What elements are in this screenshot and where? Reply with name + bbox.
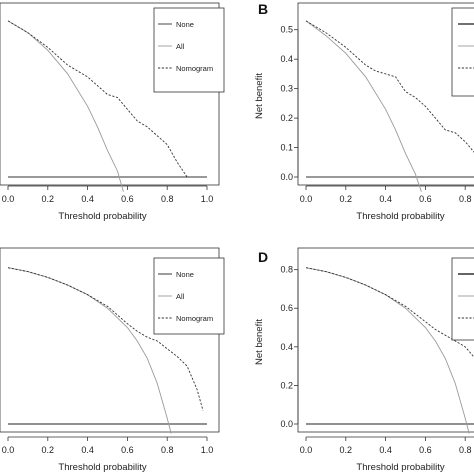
x-tick-label: 0.4 (379, 445, 392, 455)
plot-frame (0, 2, 220, 186)
legend-box-clipped (451, 7, 474, 97)
legend: None All Nomogram (153, 7, 225, 93)
y-tick-label: 0.2 (280, 113, 293, 123)
legend: None All Nomogram (153, 257, 225, 335)
y-tick-label: 0.0 (280, 172, 293, 182)
legend-label-none: None (176, 270, 194, 279)
x-axis-title: Threshold probability (58, 211, 146, 222)
legend-swatches-clipped-B (458, 23, 474, 69)
y-tick-label: 0.5 (280, 25, 293, 35)
panel-letter: D (258, 249, 268, 265)
legend-label-none: None (176, 20, 194, 29)
y-tick-label: 0.4 (280, 54, 293, 64)
x-tick-label: 0.6 (419, 194, 432, 204)
y-tick-label: 0.3 (280, 84, 293, 94)
panel-A: 0.0 0.2 0.4 0.6 0.8 1.0 Threshold probability N… (0, 2, 225, 222)
legend-swatches-clipped-D (458, 273, 474, 319)
y-tick-label: 0.4 (280, 342, 293, 352)
series-line-nomogram (7, 267, 204, 411)
panel-C: 0.0 0.2 0.4 0.6 0.8 1.0 Threshold probability N… (0, 247, 225, 473)
x-tick-label: 0.2 (42, 194, 55, 204)
y-tick-label: 0.8 (280, 265, 293, 275)
x-tick-label: 1.0 (201, 445, 214, 455)
x-tick-label: 0.8 (161, 445, 174, 455)
x-tick-label: 0.2 (42, 445, 55, 455)
plot-frame (297, 2, 474, 186)
legend-label-nomogram: Nomogram (176, 314, 213, 323)
x-tick-label: 0.8 (459, 445, 472, 455)
x-tick-label: 0.6 (121, 445, 134, 455)
y-tick-label: 0.1 (280, 143, 293, 153)
y-tick-label: 0.0 (280, 419, 293, 429)
panel-D: 0.0 0.2 0.4 0.6 0.8 Threshold probability 0.0 0… (254, 247, 474, 473)
x-tick-label: 0.4 (81, 445, 94, 455)
series-line-all (7, 20, 124, 192)
x-tick-label: 0.8 (161, 194, 174, 204)
y-axis-title: Net benefit (254, 319, 265, 365)
x-axis-title: Threshold probability (356, 462, 444, 473)
legend-box-clipped (451, 257, 474, 341)
x-tick-label: 0.4 (379, 194, 392, 204)
x-tick-label: 0.0 (2, 194, 15, 204)
x-tick-label: 0.6 (121, 194, 134, 204)
x-tick-label: 0.0 (2, 445, 15, 455)
panel-B: 0.0 0.2 0.4 0.6 0.8 Threshold probability 0.0 0… (254, 1, 474, 222)
y-axis-title: Net benefit (254, 73, 265, 119)
legend-box (153, 7, 225, 93)
series-line-all (305, 267, 470, 434)
plot-frame (0, 247, 220, 433)
legend-label-nomogram: Nomogram (176, 64, 213, 73)
y-tick-label: 0.6 (280, 303, 293, 313)
panel-letter: B (258, 1, 268, 17)
legend-label-all: All (176, 42, 185, 51)
x-tick-label: 0.2 (340, 445, 353, 455)
x-tick-label: 0.0 (300, 194, 313, 204)
y-tick-label: 0.2 (280, 380, 293, 390)
x-axis-title: Threshold probability (356, 211, 444, 222)
series-line-nomogram (7, 20, 188, 178)
series-line-nomogram (305, 267, 474, 358)
x-tick-label: 0.6 (419, 445, 432, 455)
series-line-nomogram (305, 20, 474, 153)
legend-label-all: All (176, 292, 185, 301)
x-axis-title: Threshold probability (58, 462, 146, 473)
x-tick-label: 0.0 (300, 445, 313, 455)
x-tick-label: 1.0 (201, 194, 214, 204)
series-line-all (305, 20, 422, 192)
x-tick-label: 0.2 (340, 194, 353, 204)
x-tick-label: 0.4 (81, 194, 94, 204)
series-line-all (7, 267, 172, 434)
plot-frame (297, 247, 474, 433)
x-tick-label: 0.8 (459, 194, 472, 204)
